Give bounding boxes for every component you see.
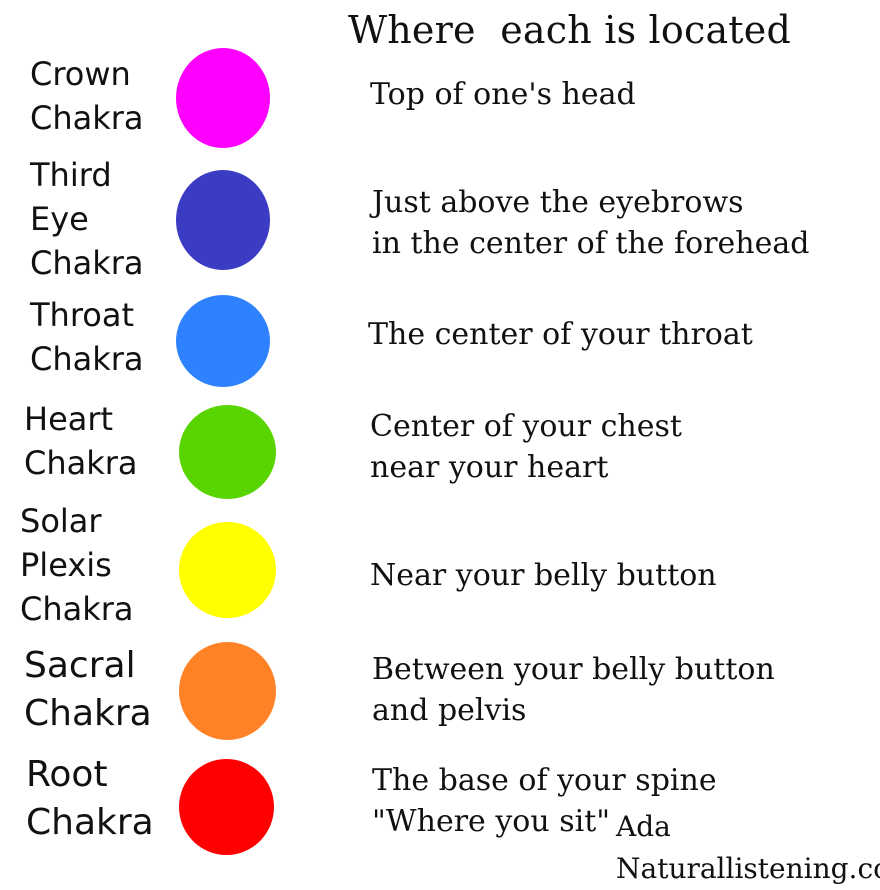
- chakra-name-line: Plexis: [20, 546, 112, 584]
- page-title: Where each is located: [348, 8, 791, 52]
- location-line: Between your belly button: [372, 652, 775, 687]
- location-line: Center of your chest: [370, 409, 682, 444]
- crown-color-dot: [176, 48, 270, 148]
- chakra-name-throat: Throat Chakra: [30, 293, 144, 381]
- root-color-dot: [179, 759, 274, 855]
- chakra-location-solar-plexis: Near your belly button: [370, 555, 717, 596]
- chakra-location-sacral: Between your belly button and pelvis: [372, 649, 775, 731]
- location-line: The base of your spine: [372, 763, 717, 798]
- author-name: Ada: [616, 810, 671, 843]
- chakra-name-line: Sacral: [24, 645, 136, 686]
- chakra-name-line: Chakra: [30, 99, 144, 137]
- author-credit: Ada Naturallistening.com: [616, 806, 880, 890]
- chakra-name-line: Eye: [30, 200, 89, 238]
- chakra-location-root: The base of your spine "Where you sit": [372, 760, 717, 842]
- chakra-name-line: Chakra: [26, 802, 154, 843]
- chakra-name-line: Chakra: [24, 444, 138, 482]
- chakra-name-third-eye: Third Eye Chakra: [30, 153, 144, 285]
- location-line: Top of one's head: [370, 77, 636, 112]
- location-line: Just above the eyebrows: [372, 185, 744, 220]
- website-name: Naturallistening.com: [616, 852, 880, 885]
- location-line: in the center of the forehead: [372, 226, 810, 261]
- chakra-location-third-eye: Just above the eyebrows in the center of…: [372, 182, 809, 264]
- chakra-name-line: Throat: [30, 296, 135, 334]
- chakra-name-crown: Crown Chakra: [30, 52, 144, 140]
- solar-plexis-color-dot: [179, 522, 276, 618]
- heart-color-dot: [179, 405, 276, 499]
- chakra-name-heart: Heart Chakra: [24, 397, 138, 485]
- throat-color-dot: [176, 295, 270, 387]
- chakra-name-line: Chakra: [30, 340, 144, 378]
- chakra-name-line: Chakra: [24, 693, 152, 734]
- chakra-name-solar-plexis: Solar Plexis Chakra: [20, 499, 134, 631]
- chakra-location-throat: The center of your throat: [368, 314, 753, 355]
- location-line: and pelvis: [372, 693, 527, 728]
- chakra-name-line: Solar: [20, 502, 102, 540]
- chakra-location-heart: Center of your chest near your heart: [370, 406, 682, 488]
- location-line: The center of your throat: [368, 317, 753, 352]
- chakra-name-line: Third: [30, 156, 112, 194]
- sacral-color-dot: [179, 642, 276, 740]
- location-line: near your heart: [370, 450, 609, 485]
- chakra-name-line: Heart: [24, 400, 114, 438]
- chakra-name-sacral: Sacral Chakra: [24, 642, 152, 738]
- location-line: Near your belly button: [370, 558, 717, 593]
- chakra-name-line: Crown: [30, 55, 131, 93]
- chakra-name-root: Root Chakra: [26, 751, 154, 847]
- chakra-name-line: Root: [26, 754, 108, 795]
- third-eye-color-dot: [176, 170, 270, 270]
- chakra-name-line: Chakra: [20, 590, 134, 628]
- chakra-location-crown: Top of one's head: [370, 74, 636, 115]
- chakra-name-line: Chakra: [30, 244, 144, 282]
- location-line: "Where you sit": [372, 804, 611, 839]
